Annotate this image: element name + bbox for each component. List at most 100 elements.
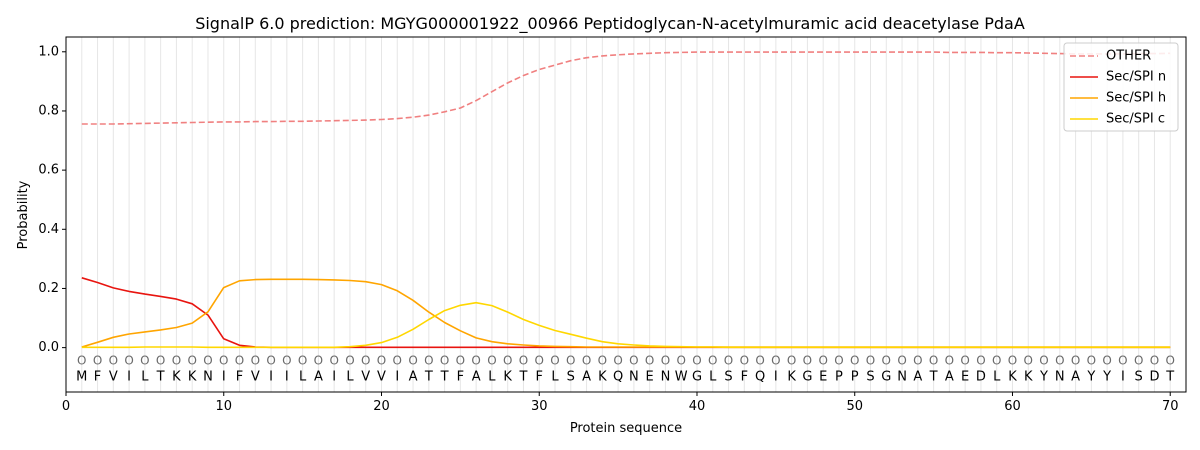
- state-mark: O: [692, 353, 701, 367]
- x-tick-label: 0: [62, 399, 70, 414]
- sequence-residue: P: [851, 370, 859, 385]
- ticks-layer: 0 10 20 30 40 50 60 70 0.0 0.2 0.4 0.6 0.8 1.0: [38, 44, 1178, 414]
- sequence-residue: I: [269, 370, 273, 385]
- sequence-residue: T: [424, 370, 433, 385]
- state-mark: O: [219, 353, 228, 367]
- sequence-residue: V: [251, 370, 260, 385]
- state-mark: O: [77, 353, 86, 367]
- state-mark: O: [345, 353, 354, 367]
- sequence-residue: S: [866, 370, 874, 385]
- sequence-residue: S: [567, 370, 575, 385]
- sequence-residue: L: [299, 370, 307, 385]
- sequence-residue: D: [1149, 370, 1159, 385]
- state-mark: O: [519, 353, 528, 367]
- state-mark: O: [408, 353, 417, 367]
- sequence-residue: D: [976, 370, 986, 385]
- state-mark: O: [203, 353, 212, 367]
- sequence-residue: L: [141, 370, 149, 385]
- y-axis-label: Probability: [16, 180, 31, 249]
- state-mark: O: [1134, 353, 1143, 367]
- x-tick-label: 50: [846, 399, 863, 414]
- state-mark: O: [424, 353, 433, 367]
- state-mark: O: [456, 353, 465, 367]
- state-mark: O: [945, 353, 954, 367]
- series-layer: [81, 51, 1171, 349]
- sequence-residue: K: [598, 370, 607, 385]
- state-mark: O: [503, 353, 512, 367]
- sequence-residue: I: [774, 370, 778, 385]
- y-tick-label: 0.0: [38, 340, 59, 355]
- sequence-residue: N: [203, 370, 213, 385]
- state-mark: O: [834, 353, 843, 367]
- state-mark: O: [676, 353, 685, 367]
- state-mark: O: [992, 353, 1001, 367]
- sequence-residue: E: [646, 370, 654, 385]
- series-line-sec-spi-h: [81, 278, 1171, 348]
- grid-layer: [81, 37, 1171, 392]
- sequence-residue: V: [361, 370, 370, 385]
- sequence-residue: Y: [1039, 370, 1048, 385]
- state-mark: O: [740, 353, 749, 367]
- state-mark: O: [550, 353, 559, 367]
- sequence-residue: F: [457, 370, 464, 385]
- state-mark: O: [882, 353, 891, 367]
- state-mark: O: [866, 353, 875, 367]
- state-mark: O: [645, 353, 654, 367]
- sequence-residue: A: [582, 370, 591, 385]
- state-mark: O: [787, 353, 796, 367]
- sequence-residue: F: [94, 370, 101, 385]
- series-line-sec-spi-c: [81, 301, 1171, 349]
- sequence-residue: A: [913, 370, 922, 385]
- x-tick-label: 30: [531, 399, 548, 414]
- y-tick-label: 0.6: [38, 163, 59, 178]
- sequence-residue: Y: [1086, 370, 1095, 385]
- state-mark: O: [629, 353, 638, 367]
- sequence-residue: A: [945, 370, 954, 385]
- sequence-residue: N: [897, 370, 907, 385]
- sequence-residue: P: [835, 370, 843, 385]
- legend-label: OTHER: [1106, 49, 1151, 64]
- state-mark: O: [582, 353, 591, 367]
- state-mark: O: [929, 353, 938, 367]
- state-mark: O: [377, 353, 386, 367]
- sequence-residue: K: [1024, 370, 1033, 385]
- state-mark: O: [1024, 353, 1033, 367]
- state-mark: O: [471, 353, 480, 367]
- sequence-residue: N: [661, 370, 671, 385]
- y-tick-label: 0.4: [38, 222, 59, 237]
- sequence-residue: T: [440, 370, 449, 385]
- sequence-residue: I: [127, 370, 131, 385]
- state-mark: O: [93, 353, 102, 367]
- state-mark: O: [976, 353, 985, 367]
- sequence-residue: W: [675, 370, 688, 385]
- sequence-residue: E: [819, 370, 827, 385]
- sequence-residue: F: [741, 370, 748, 385]
- state-mark: O: [913, 353, 922, 367]
- state-mark: O: [566, 353, 575, 367]
- state-mark: O: [613, 353, 622, 367]
- sequence-residue: Q: [755, 370, 765, 385]
- state-mark: O: [298, 353, 307, 367]
- sequence-residue: V: [377, 370, 386, 385]
- state-mark: O: [771, 353, 780, 367]
- series-line-sec-spi-n: [81, 277, 1171, 349]
- state-mark: O: [156, 353, 165, 367]
- state-mark: O: [960, 353, 969, 367]
- sequence-residue: A: [409, 370, 418, 385]
- y-tick-label: 0.8: [38, 103, 59, 118]
- state-mark: O: [724, 353, 733, 367]
- state-mark: O: [329, 353, 338, 367]
- sequence-residue: K: [172, 370, 181, 385]
- sequence-residue: S: [724, 370, 732, 385]
- series-line-other: [81, 51, 1171, 125]
- sequence-residue: F: [236, 370, 243, 385]
- sequence-residue: N: [629, 370, 639, 385]
- sequence-residue: K: [188, 370, 197, 385]
- sequence-residue: T: [518, 370, 527, 385]
- state-mark: O: [235, 353, 244, 367]
- state-mark: O: [361, 353, 370, 367]
- legend-box: [1063, 42, 1179, 132]
